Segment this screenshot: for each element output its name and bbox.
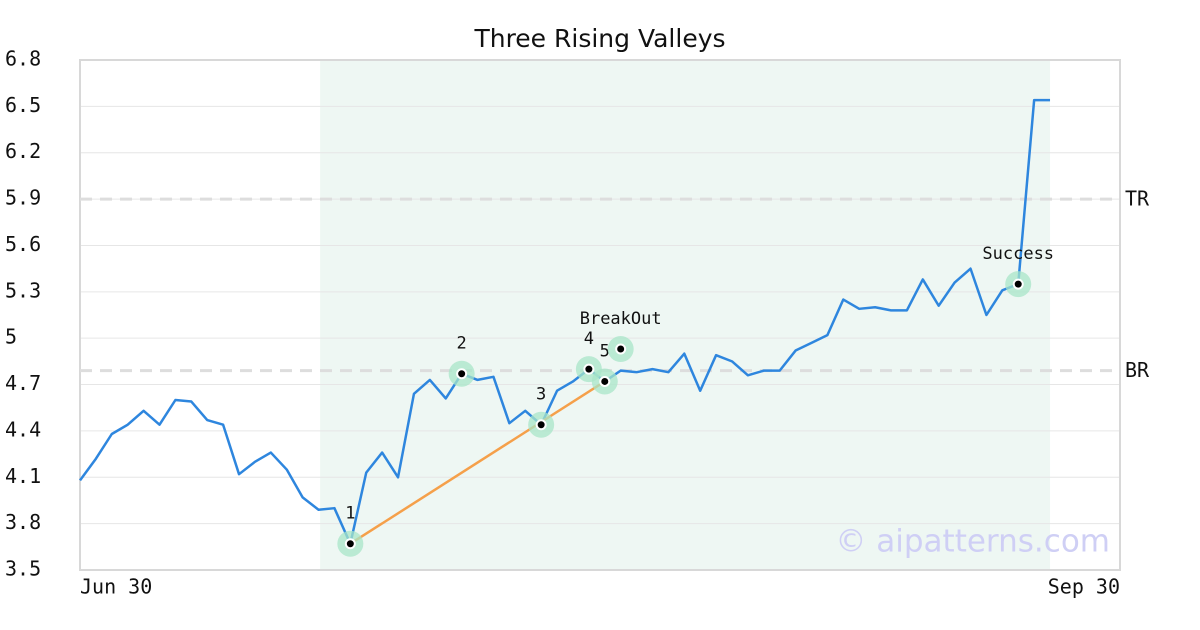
pattern-line [349, 380, 606, 545]
y-tick-label: 5.6 [5, 232, 41, 256]
y-tick-label: 3.5 [5, 557, 41, 581]
marker-dot [583, 363, 595, 375]
y-tick-label: 6.8 [5, 47, 41, 71]
marker-label: 3 [536, 385, 546, 405]
price-line [78, 98, 1051, 545]
marker-label: 4 [584, 329, 594, 349]
level-label: BR [1125, 358, 1150, 382]
y-tick-label: 3.8 [5, 510, 41, 534]
plot-frame [79, 59, 1121, 571]
y-tick-label: 5.9 [5, 186, 41, 210]
marker-dot [1012, 278, 1024, 290]
y-tick-label: 4.1 [5, 464, 41, 488]
y-tick-label: 4.4 [5, 417, 41, 441]
y-tick-label: 4.7 [5, 371, 41, 395]
marker-dot [344, 538, 356, 550]
marker-dot [599, 375, 611, 387]
marker-label: 1 [345, 504, 355, 524]
x-tick-label: Jun 30 [80, 575, 152, 599]
y-tick-label: 5.3 [5, 278, 41, 302]
x-tick-label: Sep 30 [1048, 575, 1120, 599]
y-tick-label: 5 [5, 325, 17, 349]
chart-title: Three Rising Valleys [473, 24, 725, 53]
marker-label: 2 [457, 334, 467, 354]
marker-dot [456, 368, 468, 380]
marker-label: 5 [600, 341, 610, 361]
y-tick-label: 6.2 [5, 139, 41, 163]
marker-dot [535, 419, 547, 431]
marker-label: BreakOut [580, 309, 662, 329]
marker-label: Success [982, 244, 1054, 264]
watermark: © aipatterns.com [835, 524, 1110, 560]
marker-dot [615, 343, 627, 355]
level-label: TR [1125, 187, 1150, 211]
y-tick-label: 6.5 [5, 93, 41, 117]
